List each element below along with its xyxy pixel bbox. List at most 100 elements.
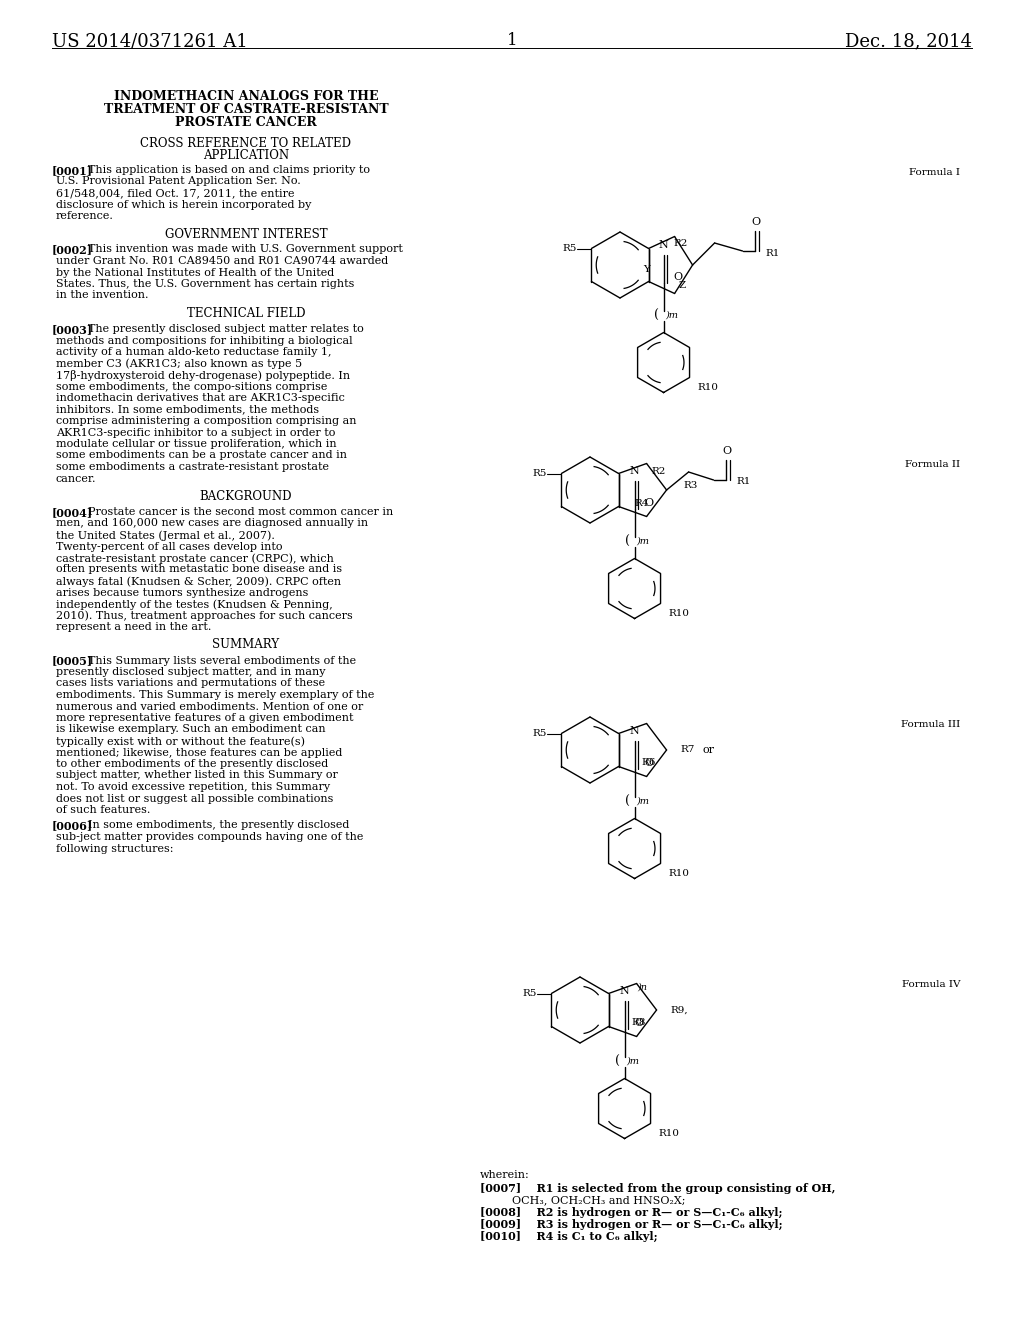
Text: In some embodiments, the presently disclosed: In some embodiments, the presently discl…: [88, 821, 349, 830]
Text: O: O: [751, 216, 760, 227]
Text: This application is based on and claims priority to: This application is based on and claims …: [88, 165, 370, 176]
Text: some embodiments a castrate-resistant prostate: some embodiments a castrate-resistant pr…: [56, 462, 329, 473]
Text: Prostate cancer is the second most common cancer in: Prostate cancer is the second most commo…: [88, 507, 393, 517]
Text: U.S. Provisional Patent Application Ser. No.: U.S. Provisional Patent Application Ser.…: [56, 177, 301, 186]
Text: by the National Institutes of Health of the United: by the National Institutes of Health of …: [56, 268, 334, 277]
Text: not. To avoid excessive repetition, this Summary: not. To avoid excessive repetition, this…: [56, 781, 330, 792]
Text: R10: R10: [658, 1129, 680, 1138]
Text: some embodiments can be a prostate cancer and in: some embodiments can be a prostate cance…: [56, 450, 347, 461]
Text: modulate cellular or tissue proliferation, which in: modulate cellular or tissue proliferatio…: [56, 440, 337, 449]
Text: )n: )n: [638, 983, 647, 993]
Text: )m: )m: [665, 312, 678, 319]
Text: 61/548,004, filed Oct. 17, 2011, the entire: 61/548,004, filed Oct. 17, 2011, the ent…: [56, 187, 295, 198]
Text: N: N: [658, 239, 669, 249]
Text: indomethacin derivatives that are AKR1C3-specific: indomethacin derivatives that are AKR1C3…: [56, 393, 345, 403]
Text: (: (: [615, 1055, 621, 1068]
Text: Y: Y: [643, 265, 650, 275]
Text: wherein:: wherein:: [480, 1170, 529, 1180]
Text: R5: R5: [522, 989, 537, 998]
Text: N: N: [630, 466, 639, 475]
Text: 1: 1: [507, 32, 517, 49]
Text: N: N: [630, 726, 639, 735]
Text: member C3 (AKR1C3; also known as type 5: member C3 (AKR1C3; also known as type 5: [56, 359, 302, 370]
Text: in the invention.: in the invention.: [56, 290, 148, 301]
Text: O: O: [644, 759, 653, 768]
Text: embodiments. This Summary is merely exemplary of the: embodiments. This Summary is merely exem…: [56, 690, 375, 700]
Text: [0009]    R3 is hydrogen or R— or S—C₁-C₆ alkyl;: [0009] R3 is hydrogen or R— or S—C₁-C₆ a…: [480, 1218, 782, 1230]
Text: CROSS REFERENCE TO RELATED: CROSS REFERENCE TO RELATED: [140, 137, 351, 150]
Text: APPLICATION: APPLICATION: [203, 149, 289, 162]
Text: R2: R2: [651, 467, 666, 477]
Text: States. Thus, the U.S. Government has certain rights: States. Thus, the U.S. Government has ce…: [56, 279, 354, 289]
Text: R1: R1: [765, 248, 779, 257]
Text: R3: R3: [683, 482, 697, 491]
Text: the United States (Jermal et al., 2007).: the United States (Jermal et al., 2007).: [56, 531, 274, 541]
Text: Twenty-percent of all cases develop into: Twenty-percent of all cases develop into: [56, 541, 283, 552]
Text: US 2014/0371261 A1: US 2014/0371261 A1: [52, 32, 248, 50]
Text: SUMMARY: SUMMARY: [212, 639, 280, 652]
Text: )m: )m: [636, 537, 649, 546]
Text: cancer.: cancer.: [56, 474, 96, 483]
Text: O: O: [634, 1019, 643, 1028]
Text: of such features.: of such features.: [56, 805, 151, 814]
Text: R2: R2: [674, 239, 688, 248]
Text: inhibitors. In some embodiments, the methods: inhibitors. In some embodiments, the met…: [56, 404, 319, 414]
Text: numerous and varied embodiments. Mention of one or: numerous and varied embodiments. Mention…: [56, 701, 364, 711]
Text: [0003]: [0003]: [52, 323, 93, 335]
Text: [0001]: [0001]: [52, 165, 93, 176]
Text: R1: R1: [736, 478, 751, 487]
Text: PROSTATE CANCER: PROSTATE CANCER: [175, 116, 316, 129]
Text: presently disclosed subject matter, and in many: presently disclosed subject matter, and …: [56, 667, 326, 677]
Text: R9,: R9,: [671, 1006, 688, 1015]
Text: [0008]    R2 is hydrogen or R— or S—C₁-C₆ alkyl;: [0008] R2 is hydrogen or R— or S—C₁-C₆ a…: [480, 1206, 782, 1218]
Text: TREATMENT OF CASTRATE-RESISTANT: TREATMENT OF CASTRATE-RESISTANT: [103, 103, 388, 116]
Text: (: (: [625, 795, 630, 808]
Text: R5: R5: [532, 469, 547, 478]
Text: )m: )m: [626, 1057, 639, 1067]
Text: under Grant No. R01 CA89450 and R01 CA90744 awarded: under Grant No. R01 CA89450 and R01 CA90…: [56, 256, 388, 267]
Text: men, and 160,000 new cases are diagnosed annually in: men, and 160,000 new cases are diagnosed…: [56, 519, 368, 528]
Text: Formula IV: Formula IV: [901, 979, 961, 989]
Text: [0010]    R4 is C₁ to C₆ alkyl;: [0010] R4 is C₁ to C₆ alkyl;: [480, 1232, 657, 1242]
Text: subject matter, whether listed in this Summary or: subject matter, whether listed in this S…: [56, 771, 338, 780]
Text: Z: Z: [679, 281, 686, 290]
Text: following structures:: following structures:: [56, 843, 173, 854]
Text: some embodiments, the compo-sitions comprise: some embodiments, the compo-sitions comp…: [56, 381, 328, 392]
Text: Formula III: Formula III: [901, 719, 961, 729]
Text: [0007]    R1 is selected from the group consisting of OH,: [0007] R1 is selected from the group con…: [480, 1183, 836, 1195]
Text: Dec. 18, 2014: Dec. 18, 2014: [845, 32, 972, 50]
Text: 2010). Thus, treatment approaches for such cancers: 2010). Thus, treatment approaches for su…: [56, 610, 352, 622]
Text: )m: )m: [636, 797, 649, 807]
Text: sub-ject matter provides compounds having one of the: sub-ject matter provides compounds havin…: [56, 832, 364, 842]
Text: represent a need in the art.: represent a need in the art.: [56, 622, 211, 632]
Text: R10: R10: [669, 869, 689, 878]
Text: INDOMETHACIN ANALOGS FOR THE: INDOMETHACIN ANALOGS FOR THE: [114, 90, 378, 103]
Text: BACKGROUND: BACKGROUND: [200, 490, 292, 503]
Text: R7: R7: [681, 746, 695, 755]
Text: reference.: reference.: [56, 211, 114, 220]
Text: castrate-resistant prostate cancer (CRPC), which: castrate-resistant prostate cancer (CRPC…: [56, 553, 334, 564]
Text: R8: R8: [632, 1018, 646, 1027]
Text: Formula II: Formula II: [905, 459, 961, 469]
Text: R5: R5: [562, 244, 577, 253]
Text: R5: R5: [532, 729, 547, 738]
Text: [0004]: [0004]: [52, 507, 93, 517]
Text: [0006]: [0006]: [52, 821, 93, 832]
Text: to other embodiments of the presently disclosed: to other embodiments of the presently di…: [56, 759, 329, 770]
Text: does not list or suggest all possible combinations: does not list or suggest all possible co…: [56, 793, 334, 804]
Text: (: (: [654, 309, 659, 322]
Text: R10: R10: [697, 383, 719, 392]
Text: GOVERNMENT INTEREST: GOVERNMENT INTEREST: [165, 227, 328, 240]
Text: 17β-hydroxysteroid dehy-drogenase) polypeptide. In: 17β-hydroxysteroid dehy-drogenase) polyp…: [56, 370, 350, 381]
Text: O: O: [722, 446, 731, 455]
Text: is likewise exemplary. Such an embodiment can: is likewise exemplary. Such an embodimen…: [56, 725, 326, 734]
Text: or: or: [702, 744, 715, 755]
Text: [0002]: [0002]: [52, 244, 93, 256]
Text: The presently disclosed subject matter relates to: The presently disclosed subject matter r…: [88, 323, 364, 334]
Text: OCH₃, OCH₂CH₃ and HNSO₂X;: OCH₃, OCH₂CH₃ and HNSO₂X;: [512, 1195, 685, 1205]
Text: comprise administering a composition comprising an: comprise administering a composition com…: [56, 416, 356, 426]
Text: (: (: [625, 535, 630, 548]
Text: [0005]: [0005]: [52, 656, 93, 667]
Text: R6: R6: [641, 758, 655, 767]
Text: disclosure of which is herein incorporated by: disclosure of which is herein incorporat…: [56, 199, 311, 210]
